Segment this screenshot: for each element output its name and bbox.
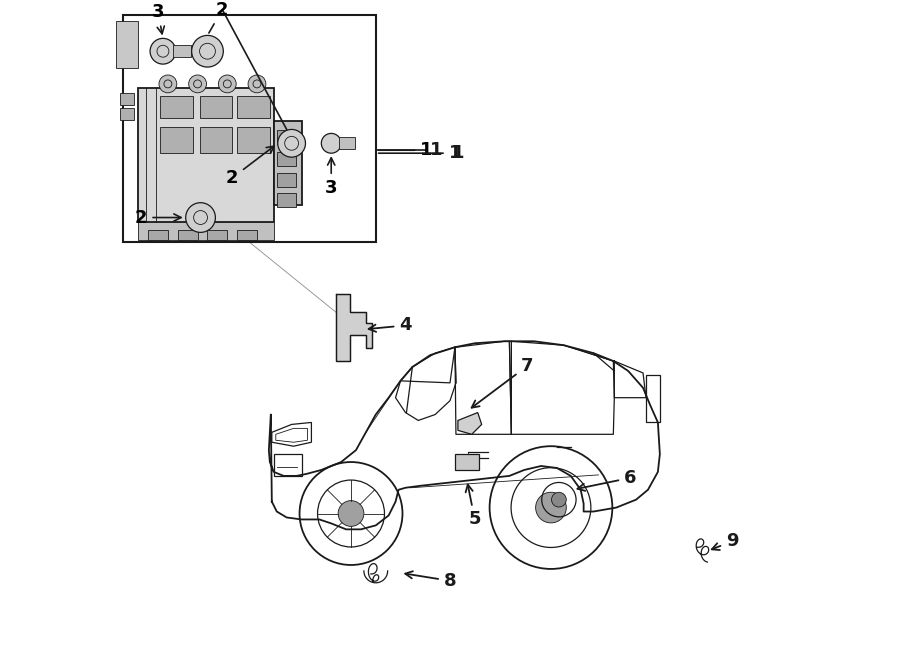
Circle shape [552,492,566,507]
Circle shape [321,134,341,153]
Circle shape [159,75,176,93]
Text: 4: 4 [369,317,411,334]
Circle shape [278,130,305,157]
Bar [277,130,295,144]
Bar [200,128,232,153]
Text: 2: 2 [226,146,274,187]
Bar [274,120,302,205]
Circle shape [192,36,223,67]
Polygon shape [458,412,482,434]
Bar [139,88,274,223]
Bar [274,454,302,476]
Circle shape [189,75,206,93]
Text: 7: 7 [472,357,534,408]
Bar [200,96,232,118]
Bar [277,173,295,187]
Bar [160,128,193,153]
Text: 1: 1 [379,141,433,159]
Circle shape [219,75,236,93]
Circle shape [536,492,566,523]
Text: 1: 1 [379,144,461,162]
Text: 1: 1 [430,141,443,159]
Polygon shape [337,293,372,361]
Bar [116,20,139,68]
Circle shape [150,38,176,64]
Bar [339,137,355,149]
Bar [238,128,270,153]
Circle shape [338,500,364,526]
Bar [646,375,660,422]
Circle shape [248,75,266,93]
Bar [123,15,376,243]
Text: 1: 1 [452,144,464,162]
Text: 9: 9 [712,532,738,550]
Bar [277,193,295,207]
Text: 3: 3 [152,3,165,34]
Bar [173,46,191,57]
Text: 5: 5 [465,485,481,528]
Bar [454,454,479,470]
Bar [139,223,274,241]
Text: 3: 3 [325,158,338,197]
Circle shape [185,203,215,233]
Bar [178,231,198,241]
Bar [238,231,257,241]
Text: 2: 2 [135,208,181,227]
Text: 6: 6 [578,469,636,491]
Bar [238,96,270,118]
Bar [121,108,134,120]
Bar [277,152,295,166]
Bar [148,231,168,241]
Bar [208,231,228,241]
Text: 8: 8 [405,571,456,590]
Bar [160,96,193,118]
Bar [121,93,134,104]
Text: 2: 2 [209,1,229,33]
